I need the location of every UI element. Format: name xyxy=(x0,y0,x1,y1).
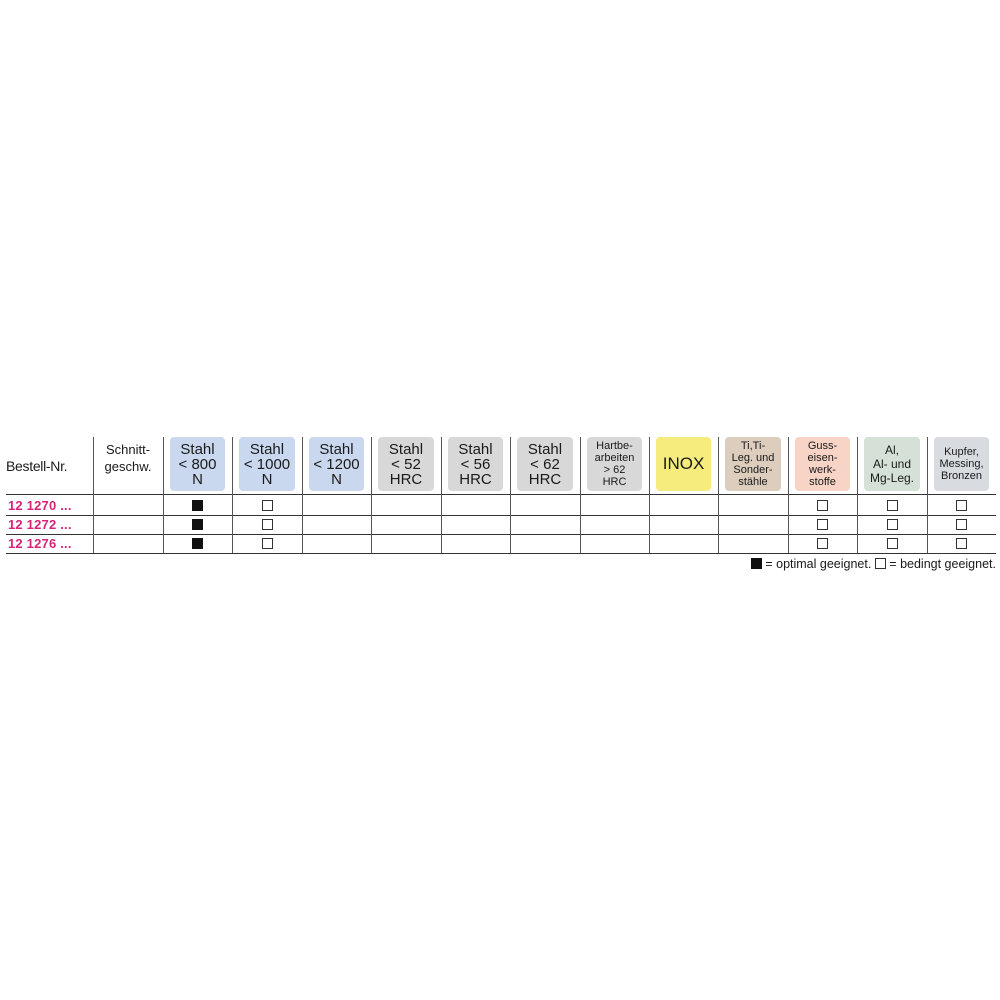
material-header-3: Stahl < 52 HRC xyxy=(378,437,434,491)
column-divider xyxy=(232,437,233,553)
row-divider xyxy=(6,534,996,535)
row-divider xyxy=(6,515,996,516)
empty-square-icon xyxy=(956,500,967,511)
filled-square-icon xyxy=(750,558,762,569)
column-divider xyxy=(302,437,303,553)
bestell-nr-header: Bestell-Nr. xyxy=(6,458,68,474)
column-divider xyxy=(371,437,372,553)
column-divider xyxy=(649,437,650,553)
material-header-6: Hartbe- arbeiten > 62 HRC xyxy=(587,437,642,491)
column-divider xyxy=(927,437,928,553)
column-divider xyxy=(580,437,581,553)
material-header-11: Kupfer, Messing, Bronzen xyxy=(934,437,989,491)
filled-square-icon xyxy=(192,500,203,511)
filled-square-icon xyxy=(192,519,203,530)
empty-square-icon xyxy=(262,500,273,511)
row-divider xyxy=(6,553,996,554)
column-divider xyxy=(93,437,94,553)
empty-square-icon xyxy=(956,538,967,549)
material-header-9: Guss- eisen- werk- stoffe xyxy=(795,437,850,491)
legend: = optimal geeignet. = bedingt geeignet. xyxy=(750,557,996,571)
material-header-2: Stahl < 1200 N xyxy=(309,437,364,491)
filled-square-icon xyxy=(192,538,203,549)
empty-square-icon xyxy=(262,538,273,549)
empty-square-icon xyxy=(817,519,828,530)
order-number[interactable]: 12 1270 ... xyxy=(8,498,72,513)
column-divider xyxy=(441,437,442,553)
column-divider xyxy=(788,437,789,553)
column-divider xyxy=(718,437,719,553)
empty-square-icon xyxy=(817,538,828,549)
column-divider xyxy=(857,437,858,553)
legend-bedingt-text: = bedingt geeignet. xyxy=(889,557,996,571)
column-divider xyxy=(510,437,511,553)
material-header-1: Stahl < 1000 N xyxy=(239,437,295,491)
empty-square-icon xyxy=(874,558,886,569)
row-divider xyxy=(6,494,996,495)
material-header-10: Al, Al- und Mg-Leg. xyxy=(864,437,920,491)
column-divider xyxy=(163,437,164,553)
material-header-7: INOX xyxy=(656,437,711,491)
material-header-4: Stahl < 56 HRC xyxy=(448,437,503,491)
empty-square-icon xyxy=(262,519,273,530)
empty-square-icon xyxy=(887,519,898,530)
order-number[interactable]: 12 1276 ... xyxy=(8,536,72,551)
empty-square-icon xyxy=(887,500,898,511)
material-header-5: Stahl < 62 HRC xyxy=(517,437,573,491)
empty-square-icon xyxy=(887,538,898,549)
legend-optimal-text: = optimal geeignet. xyxy=(765,557,872,571)
schnittgeschwindigkeit-header: Schnitt- geschw. xyxy=(104,442,152,474)
empty-square-icon xyxy=(956,519,967,530)
table-header: Bestell-Nr. Schnitt- geschw. Stahl < 800… xyxy=(0,432,1000,494)
order-number[interactable]: 12 1272 ... xyxy=(8,517,72,532)
material-header-8: Ti,Ti- Leg. und Sonder- stähle xyxy=(725,437,781,491)
empty-square-icon xyxy=(817,500,828,511)
material-header-0: Stahl < 800 N xyxy=(170,437,225,491)
